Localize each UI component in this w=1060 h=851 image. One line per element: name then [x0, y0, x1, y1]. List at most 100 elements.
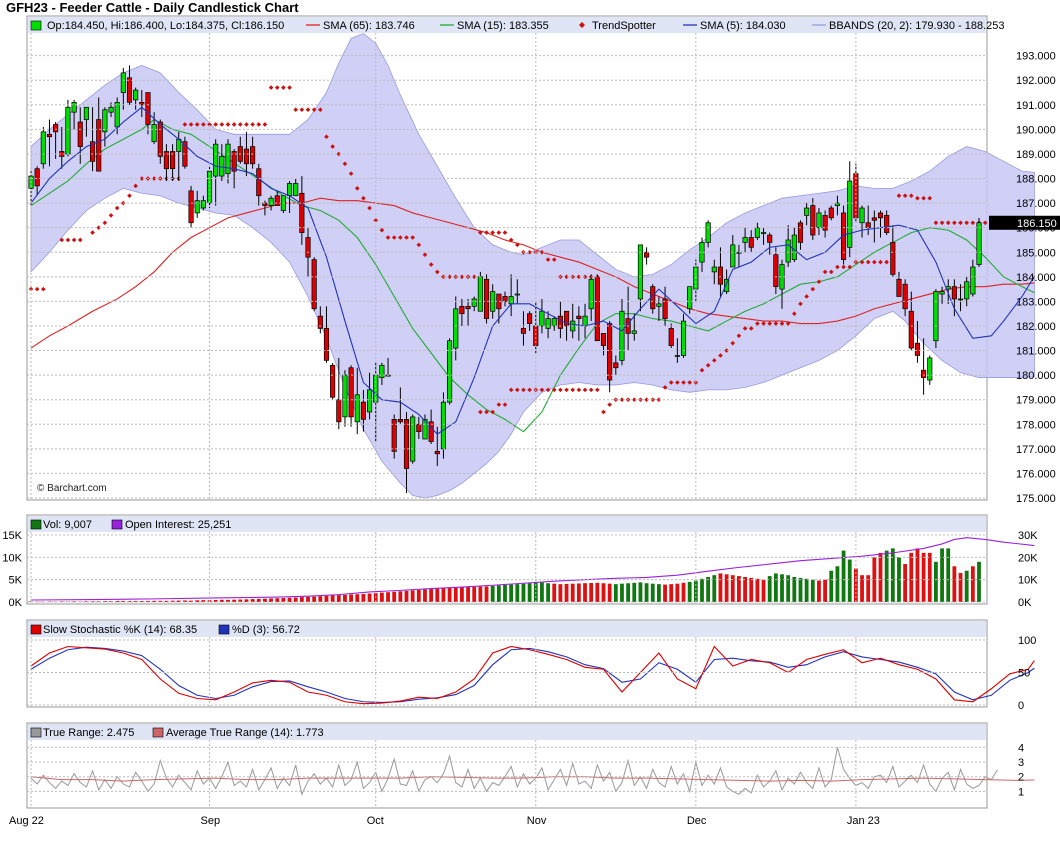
volume-bar	[940, 548, 944, 602]
volume-bar	[767, 576, 772, 602]
candle	[188, 190, 194, 224]
volume-bar	[441, 588, 446, 602]
trendspotter-marker	[588, 387, 594, 393]
volume-bar	[675, 583, 680, 602]
candle	[539, 310, 545, 327]
trendspotter-marker	[182, 122, 188, 127]
volume-bar	[761, 579, 766, 602]
trendspotter-marker	[828, 269, 834, 275]
trendspotter-marker	[908, 193, 914, 199]
stoch-k-legend-swatch	[30, 624, 42, 635]
candle	[619, 310, 625, 361]
trendspotter-marker	[527, 387, 532, 393]
volume-bar	[35, 601, 40, 603]
volume-bar	[201, 600, 206, 602]
x-tick-label: Dec	[687, 815, 707, 827]
volume-tick-label: 5K	[9, 575, 23, 587]
volume-bar	[152, 600, 157, 602]
volume-bar	[570, 583, 575, 602]
volume-bar	[552, 583, 557, 602]
trendspotter-marker	[256, 122, 262, 127]
volume-bar	[952, 566, 957, 602]
volume-bar	[644, 583, 649, 602]
candle	[108, 106, 114, 113]
trendspotter-marker	[34, 286, 40, 292]
trendspotter-marker	[478, 230, 483, 235]
trendspotter-marker	[447, 274, 452, 280]
candle	[730, 244, 736, 268]
x-tick-label: Sep	[201, 815, 221, 827]
trendspotter-marker	[792, 311, 797, 316]
trendspotter-marker	[545, 387, 551, 393]
candle	[687, 286, 693, 310]
volume-bar	[589, 583, 594, 602]
volume-bar	[964, 570, 969, 602]
volume-bar	[669, 584, 674, 602]
trendspotter-marker	[508, 237, 514, 243]
candle	[921, 369, 927, 378]
trendspotter-marker	[582, 387, 588, 393]
candle	[71, 102, 77, 113]
tr-tick-label: 1	[1018, 786, 1024, 798]
candle	[379, 364, 385, 378]
price-tick-label: 187.000	[1016, 198, 1056, 210]
volume-bar	[232, 599, 237, 602]
volume-bar	[379, 592, 384, 602]
true-range-line	[30, 747, 998, 796]
volume-tick-label: 15K	[2, 530, 22, 542]
candle	[853, 173, 859, 219]
trendspotter-marker	[730, 340, 736, 346]
volume-bar	[281, 597, 286, 602]
volume-bar	[361, 593, 366, 602]
volume-bar	[213, 599, 218, 602]
trendspotter-marker	[576, 274, 582, 280]
volume-bar	[330, 595, 335, 602]
trendspotter-marker	[416, 242, 422, 248]
trendspotter-marker	[896, 193, 902, 199]
volume-bar	[804, 578, 809, 602]
candle	[477, 276, 483, 312]
volume-bar	[583, 583, 587, 602]
trendspotter-marker	[822, 269, 828, 275]
tr-tick-label: 4	[1018, 742, 1024, 754]
volume-bar	[509, 584, 514, 602]
candle	[471, 298, 477, 307]
candle	[933, 291, 939, 342]
candle	[631, 330, 637, 334]
trendspotter-marker	[699, 367, 705, 373]
candle	[170, 151, 176, 170]
trendspotter-marker	[281, 85, 286, 90]
volume-bar	[890, 548, 895, 602]
candle	[637, 244, 643, 300]
sma15-legend: SMA (15): 183.355	[457, 20, 549, 32]
candle	[206, 170, 213, 204]
trendspotter-marker	[311, 107, 317, 113]
volume-tick-label: 0K	[9, 597, 23, 609]
candle	[822, 215, 828, 231]
candle	[397, 419, 403, 423]
candle	[231, 151, 237, 172]
candle	[884, 215, 890, 233]
candle	[65, 106, 71, 155]
trendspotter-marker	[330, 144, 335, 149]
trendspotter-marker	[250, 122, 255, 127]
trendspotter-marker	[755, 321, 760, 326]
trendspotter-marker	[65, 237, 71, 243]
volume-bar	[324, 595, 329, 602]
candle	[410, 416, 416, 462]
candle	[348, 367, 354, 418]
candle	[151, 124, 157, 143]
volume-legend: Vol: 9,007	[43, 519, 92, 531]
volume-bar	[878, 552, 883, 602]
volume-bar	[84, 601, 89, 602]
trendspotter-marker	[90, 230, 95, 235]
trendspotter-marker	[631, 397, 637, 403]
candle	[797, 222, 804, 243]
tr-tick-label: 2	[1018, 772, 1024, 784]
candle	[286, 183, 293, 197]
trendspotter-marker	[77, 237, 83, 243]
trendspotter-marker	[681, 380, 686, 385]
trendspotter-marker	[724, 348, 729, 353]
trendspotter-marker	[902, 193, 908, 199]
